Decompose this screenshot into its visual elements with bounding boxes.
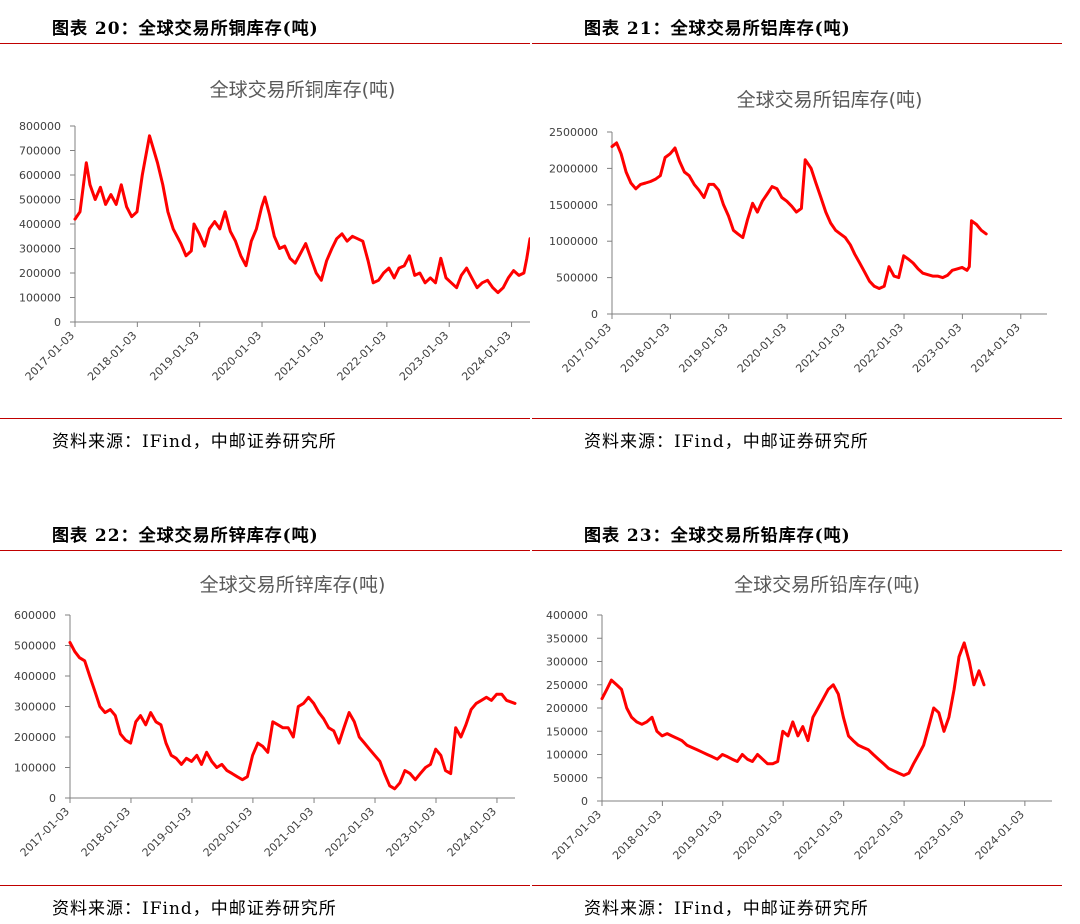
chart-title: 全球交易所铜库存(吨) — [210, 79, 396, 101]
series-line — [600, 641, 986, 777]
y-tick-label: 250000 — [546, 679, 588, 692]
x-tick-label: 2020-01-03 — [210, 329, 264, 383]
x-tick-label: 2022-01-03 — [323, 805, 377, 859]
series-line — [610, 141, 988, 290]
figure-title: 图表 22：全球交易所锌库存(吨) — [52, 526, 319, 546]
y-tick-label: 200000 — [14, 731, 56, 744]
chart-title: 全球交易所铅库存(吨) — [734, 574, 920, 596]
x-tick-label: 2023-01-03 — [397, 329, 451, 383]
x-tick-label: 2017-01-03 — [560, 321, 614, 375]
source-note: 资料来源：IFind，中邮证券研究所 — [52, 899, 337, 919]
y-tick-label: 0 — [591, 308, 598, 321]
x-tick-label: 2023-01-03 — [910, 321, 964, 375]
aluminum-inventory-chart: 全球交易所铝库存(吨) 2500000 2000000 1500000 1000000 5… — [549, 89, 1047, 375]
y-tick-label: 600000 — [19, 169, 61, 182]
chart-title: 全球交易所锌库存(吨) — [200, 574, 386, 596]
y-tick-label: 400000 — [19, 218, 61, 231]
x-tick-label: 2024-01-03 — [973, 808, 1027, 862]
figure-title: 图表 21：全球交易所铝库存(吨) — [584, 19, 851, 39]
copper-inventory-chart: 全球交易所铜库存(吨) 800000 700000 600000 500000 40000… — [19, 79, 530, 383]
y-tick-label: 500000 — [19, 194, 61, 207]
figure-panel-copper: 图表 20：全球交易所铜库存(吨) 全球交易所铜库存(吨) 800000 70000… — [0, 0, 530, 460]
figure-title-bar: 图表 22：全球交易所锌库存(吨) — [0, 507, 530, 551]
x-tick-label: 2017-01-03 — [18, 805, 72, 859]
y-tick-label: 2000000 — [549, 162, 598, 175]
figure-title: 图表 20：全球交易所铜库存(吨) — [52, 19, 319, 39]
zinc-inventory-chart: 全球交易所锌库存(吨) 600000 500000 400000 300000 20000… — [14, 574, 517, 859]
y-tick-label: 100000 — [14, 762, 56, 775]
y-tick-label: 100000 — [19, 292, 61, 305]
y-tick-label: 0 — [49, 792, 56, 805]
lead-inventory-chart: 全球交易所铅库存(吨) 400000 350000 300000 250000 20000… — [546, 574, 1052, 862]
source-note: 资料来源：IFind，中邮证券研究所 — [584, 899, 869, 919]
x-tick-label: 2019-01-03 — [140, 805, 194, 859]
x-tick-label: 2023-01-03 — [384, 805, 438, 859]
y-tick-label: 1000000 — [549, 235, 598, 248]
x-tick-label: 2024-01-03 — [968, 321, 1022, 375]
x-tick-label: 2021-01-03 — [791, 808, 845, 862]
y-tick-label: 50000 — [553, 772, 588, 785]
x-tick-label: 2022-01-03 — [852, 808, 906, 862]
x-tick-label: 2022-01-03 — [852, 321, 906, 375]
figure-title-bar: 图表 23：全球交易所铅库存(吨) — [532, 507, 1062, 551]
y-tick-label: 400000 — [546, 609, 588, 622]
source-bar: 资料来源：IFind，中邮证券研究所 — [532, 418, 1062, 452]
y-tick-label: 500000 — [14, 640, 56, 653]
x-tick-label: 2019-01-03 — [676, 321, 730, 375]
x-tick-label: 2018-01-03 — [610, 808, 664, 862]
x-tick-label: 2019-01-03 — [670, 808, 724, 862]
source-bar: 资料来源：IFind，中邮证券研究所 — [532, 885, 1062, 919]
x-tick-label: 2020-01-03 — [201, 805, 255, 859]
series-line — [73, 134, 530, 295]
figure-panel-zinc: 图表 22：全球交易所锌库存(吨) 全球交易所锌库存(吨) 600000 50000… — [0, 507, 530, 924]
x-tick-label: 2024-01-03 — [459, 329, 513, 383]
y-tick-label: 200000 — [19, 267, 61, 280]
x-tick-label: 2020-01-03 — [735, 321, 789, 375]
x-tick-label: 2021-01-03 — [272, 329, 326, 383]
figure-title-bar: 图表 21：全球交易所铝库存(吨) — [532, 0, 1062, 44]
y-tick-label: 600000 — [14, 609, 56, 622]
x-tick-label: 2019-01-03 — [147, 329, 201, 383]
y-tick-label: 800000 — [19, 120, 61, 133]
figure-title-bar: 图表 20：全球交易所铜库存(吨) — [0, 0, 530, 44]
chart-title: 全球交易所铝库存(吨) — [737, 89, 923, 111]
x-tick-label: 2021-01-03 — [262, 805, 316, 859]
x-tick-label: 2018-01-03 — [79, 805, 133, 859]
x-tick-label: 2024-01-03 — [445, 805, 499, 859]
x-tick-label: 2018-01-03 — [85, 329, 139, 383]
x-tick-label: 2023-01-03 — [912, 808, 966, 862]
y-tick-label: 1500000 — [549, 199, 598, 212]
y-tick-label: 200000 — [546, 702, 588, 715]
y-tick-label: 100000 — [546, 749, 588, 762]
y-tick-label: 300000 — [19, 243, 61, 256]
figure-panel-lead: 图表 23：全球交易所铅库存(吨) 全球交易所铅库存(吨) 400000 35000… — [532, 507, 1062, 924]
x-tick-label: 2017-01-03 — [550, 808, 604, 862]
x-tick-label: 2021-01-03 — [793, 321, 847, 375]
figure-title: 图表 23：全球交易所铅库存(吨) — [584, 526, 851, 546]
y-tick-label: 300000 — [546, 656, 588, 669]
series-line — [68, 641, 517, 791]
x-tick-label: 2020-01-03 — [731, 808, 785, 862]
y-tick-label: 400000 — [14, 670, 56, 683]
x-tick-label: 2022-01-03 — [335, 329, 389, 383]
source-bar: 资料来源：IFind，中邮证券研究所 — [0, 885, 530, 919]
source-bar: 资料来源：IFind，中邮证券研究所 — [0, 418, 530, 452]
y-tick-label: 300000 — [14, 701, 56, 714]
figure-panel-aluminum: 图表 21：全球交易所铝库存(吨) 全球交易所铝库存(吨) 2500000 2000… — [532, 0, 1062, 460]
y-tick-label: 150000 — [546, 725, 588, 738]
x-tick-label: 2018-01-03 — [618, 321, 672, 375]
y-tick-label: 0 — [581, 795, 588, 808]
y-tick-label: 500000 — [556, 272, 598, 285]
y-tick-label: 2500000 — [549, 126, 598, 139]
x-tick-label: 2017-01-03 — [23, 329, 77, 383]
y-tick-label: 700000 — [19, 145, 61, 158]
source-note: 资料来源：IFind，中邮证券研究所 — [584, 432, 869, 452]
y-tick-label: 0 — [54, 316, 61, 329]
y-tick-label: 350000 — [546, 632, 588, 645]
source-note: 资料来源：IFind，中邮证券研究所 — [52, 432, 337, 452]
